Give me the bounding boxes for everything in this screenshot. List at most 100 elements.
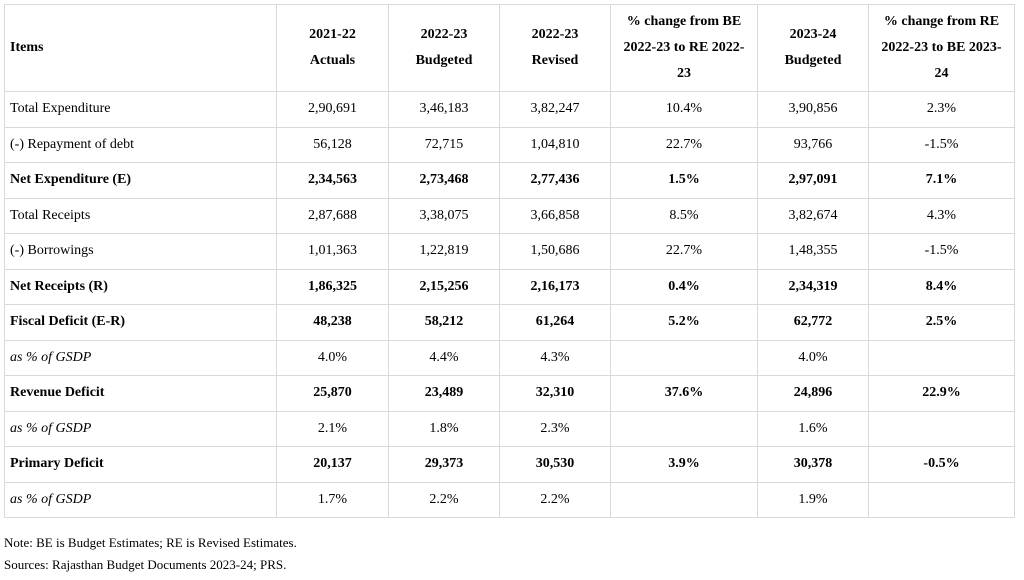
table-row: Net Expenditure (E) 2,34,563 2,73,468 2,77,… (4, 162, 1015, 199)
cell-item: Primary Deficit (4, 446, 277, 483)
cell-budgeted-2022-23: 3,38,075 (388, 197, 500, 234)
table-row: Revenue Deficit 25,870 23,489 32,310 37.6% 24… (4, 375, 1015, 412)
cell-revised-2022-23: 30,530 (499, 446, 611, 483)
cell-change-be-to-re: 22.7% (610, 233, 758, 270)
column-header-2021-22-actuals: 2021-22 Actuals (276, 4, 389, 92)
sources-text: Sources: Rajasthan Budget Documents 2023… (4, 557, 287, 572)
table-row: (-) Borrowings 1,01,363 1,22,819 1,50,686 22… (4, 233, 1015, 270)
cell-budgeted-2022-23: 2,73,468 (388, 162, 500, 199)
table-row: (-) Repayment of debt 56,128 72,715 1,04,81… (4, 126, 1015, 163)
cell-change-be-to-re: 0.4% (610, 268, 758, 305)
cell-change-be-to-re (610, 410, 758, 447)
cell-item: (-) Repayment of debt (4, 126, 277, 163)
column-header-2022-23-budgeted: 2022-23 Budgeted (388, 4, 500, 92)
cell-change-re-to-be: 4.3% (868, 197, 1015, 234)
cell-change-be-to-re: 10.4% (610, 91, 758, 128)
cell-change-re-to-be (868, 410, 1015, 447)
cell-change-re-to-be: 2.3% (868, 91, 1015, 128)
cell-actuals-2021-22: 1.7% (276, 481, 389, 518)
cell-actuals-2021-22: 25,870 (276, 375, 389, 412)
column-header-change-be-to-re: % change from BE 2022-23 to RE 2022- 23 (610, 4, 758, 92)
cell-change-re-to-be (868, 481, 1015, 518)
cell-budgeted-2023-24: 62,772 (757, 304, 869, 341)
cell-item: Net Receipts (R) (4, 268, 277, 305)
table-row: as % of GSDP 2.1% 1.8% 2.3% 1.6% (4, 410, 1015, 447)
cell-budgeted-2022-23: 58,212 (388, 304, 500, 341)
cell-change-be-to-re: 22.7% (610, 126, 758, 163)
cell-change-re-to-be (868, 339, 1015, 376)
table-row: Fiscal Deficit (E-R) 48,238 58,212 61,264 5.… (4, 304, 1015, 341)
cell-revised-2022-23: 1,04,810 (499, 126, 611, 163)
cell-revised-2022-23: 61,264 (499, 304, 611, 341)
cell-actuals-2021-22: 2,90,691 (276, 91, 389, 128)
table-row: Total Expenditure 2,90,691 3,46,183 3,82,24… (4, 91, 1015, 128)
cell-change-be-to-re: 1.5% (610, 162, 758, 199)
cell-budgeted-2022-23: 1.8% (388, 410, 500, 447)
cell-change-re-to-be: -1.5% (868, 233, 1015, 270)
cell-budgeted-2023-24: 1.9% (757, 481, 869, 518)
cell-actuals-2021-22: 2,34,563 (276, 162, 389, 199)
cell-item: as % of GSDP (4, 339, 277, 376)
cell-revised-2022-23: 4.3% (499, 339, 611, 376)
column-header-2023-24-budgeted: 2023-24 Budgeted (757, 4, 869, 92)
cell-budgeted-2022-23: 29,373 (388, 446, 500, 483)
cell-change-re-to-be: -1.5% (868, 126, 1015, 163)
cell-change-be-to-re: 8.5% (610, 197, 758, 234)
cell-item: as % of GSDP (4, 410, 277, 447)
cell-change-re-to-be: 2.5% (868, 304, 1015, 341)
cell-budgeted-2023-24: 93,766 (757, 126, 869, 163)
cell-change-be-to-re (610, 339, 758, 376)
cell-actuals-2021-22: 1,01,363 (276, 233, 389, 270)
cell-actuals-2021-22: 48,238 (276, 304, 389, 341)
cell-revised-2022-23: 2,77,436 (499, 162, 611, 199)
table-row: Total Receipts 2,87,688 3,38,075 3,66,858 8.… (4, 197, 1015, 234)
table-row: Net Receipts (R) 1,86,325 2,15,256 2,16,173… (4, 268, 1015, 305)
cell-budgeted-2022-23: 2,15,256 (388, 268, 500, 305)
cell-revised-2022-23: 32,310 (499, 375, 611, 412)
cell-item: Revenue Deficit (4, 375, 277, 412)
cell-revised-2022-23: 3,82,247 (499, 91, 611, 128)
cell-budgeted-2023-24: 30,378 (757, 446, 869, 483)
cell-change-be-to-re: 3.9% (610, 446, 758, 483)
cell-budgeted-2023-24: 1.6% (757, 410, 869, 447)
cell-revised-2022-23: 1,50,686 (499, 233, 611, 270)
cell-budgeted-2023-24: 24,896 (757, 375, 869, 412)
cell-change-re-to-be: 8.4% (868, 268, 1015, 305)
cell-actuals-2021-22: 56,128 (276, 126, 389, 163)
cell-budgeted-2022-23: 72,715 (388, 126, 500, 163)
cell-change-be-to-re: 5.2% (610, 304, 758, 341)
table-header: Items 2021-22 Actuals 2022-23 Budgeted 2… (4, 4, 1015, 92)
cell-revised-2022-23: 3,66,858 (499, 197, 611, 234)
cell-change-re-to-be: 7.1% (868, 162, 1015, 199)
cell-item: Net Expenditure (E) (4, 162, 277, 199)
cell-item: Total Receipts (4, 197, 277, 234)
budget-table: Items 2021-22 Actuals 2022-23 Budgeted 2… (4, 4, 1015, 518)
cell-budgeted-2023-24: 2,34,319 (757, 268, 869, 305)
header-row: Items 2021-22 Actuals 2022-23 Budgeted 2… (4, 4, 1015, 92)
cell-item: as % of GSDP (4, 481, 277, 518)
cell-budgeted-2023-24: 2,97,091 (757, 162, 869, 199)
cell-item: (-) Borrowings (4, 233, 277, 270)
cell-item: Total Expenditure (4, 91, 277, 128)
cell-change-re-to-be: -0.5% (868, 446, 1015, 483)
cell-actuals-2021-22: 4.0% (276, 339, 389, 376)
table-row: as % of GSDP 4.0% 4.4% 4.3% 4.0% (4, 339, 1015, 376)
cell-budgeted-2023-24: 3,90,856 (757, 91, 869, 128)
table-notes: Note: BE is Budget Estimates; RE is Revi… (4, 532, 297, 576)
cell-revised-2022-23: 2,16,173 (499, 268, 611, 305)
table-body: Total Expenditure 2,90,691 3,46,183 3,82,24… (4, 91, 1015, 518)
cell-budgeted-2022-23: 1,22,819 (388, 233, 500, 270)
cell-budgeted-2023-24: 3,82,674 (757, 197, 869, 234)
cell-revised-2022-23: 2.3% (499, 410, 611, 447)
cell-budgeted-2022-23: 4.4% (388, 339, 500, 376)
cell-item: Fiscal Deficit (E-R) (4, 304, 277, 341)
cell-budgeted-2022-23: 2.2% (388, 481, 500, 518)
table-row: Primary Deficit 20,137 29,373 30,530 3.9% 30,… (4, 446, 1015, 483)
cell-budgeted-2023-24: 4.0% (757, 339, 869, 376)
cell-change-re-to-be: 22.9% (868, 375, 1015, 412)
cell-actuals-2021-22: 1,86,325 (276, 268, 389, 305)
cell-actuals-2021-22: 2.1% (276, 410, 389, 447)
column-header-change-re-to-be: % change from RE 2022-23 to BE 2023- 24 (868, 4, 1015, 92)
cell-change-be-to-re: 37.6% (610, 375, 758, 412)
table-row: as % of GSDP 1.7% 2.2% 2.2% 1.9% (4, 481, 1015, 518)
